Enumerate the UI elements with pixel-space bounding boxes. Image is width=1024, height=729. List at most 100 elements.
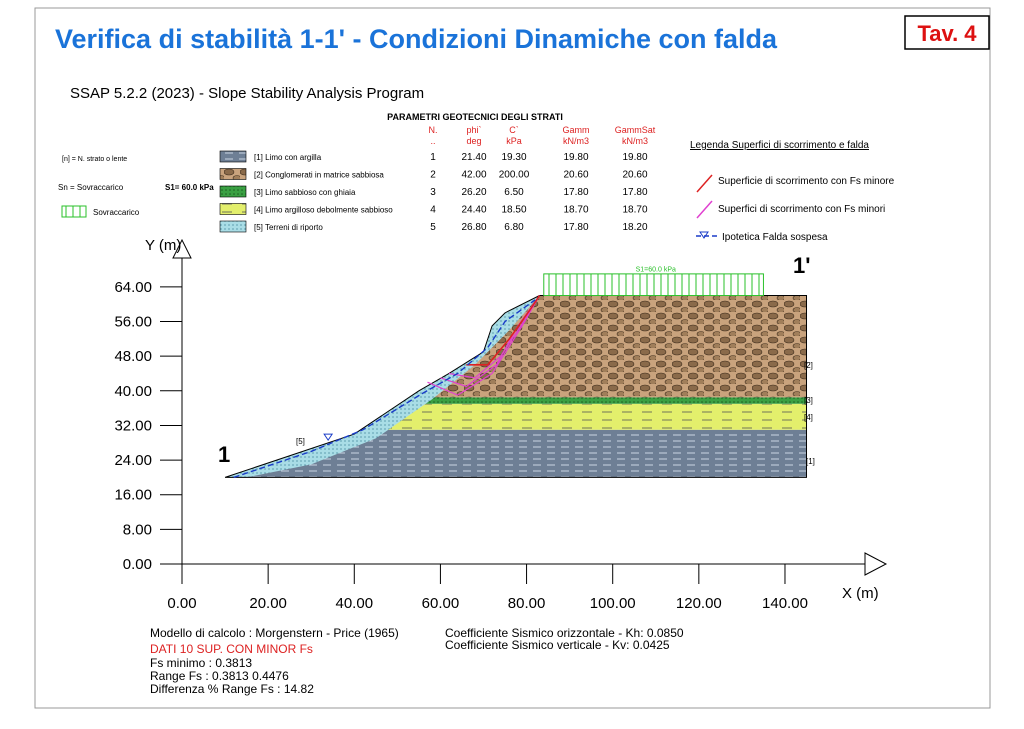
swatch <box>61 205 87 218</box>
table-title: PARAMETRI GEOTECNICI DEGLI STRATI <box>387 112 563 122</box>
x-tick-label: 80.00 <box>508 595 546 612</box>
axis-title: X (m) <box>842 585 879 602</box>
surcharge-label: S1=60.0 kPa <box>636 267 676 274</box>
table-header: N. <box>429 125 438 135</box>
note: [n] = N. strato o lente <box>62 156 127 163</box>
table-cell: 17.80 <box>563 187 588 198</box>
water-icon <box>323 433 334 442</box>
note: Sovraccarico <box>93 208 140 217</box>
layer-name: [4] Limo argilloso debolmente sabbioso <box>254 206 393 215</box>
footer: Range Fs : 0.3813 0.4476 <box>150 669 289 683</box>
table-cell: 18.70 <box>622 205 647 216</box>
y-tick-label: 24.00 <box>114 452 152 469</box>
y-tick-label: 56.00 <box>114 314 152 331</box>
layer-tag: [4] <box>804 413 813 422</box>
x-tick-label: 140.00 <box>762 595 808 612</box>
section-label: 1' <box>793 253 810 278</box>
slip-surface <box>466 295 541 366</box>
table-header: kN/m3 <box>563 136 589 146</box>
legend-item: Superfici di scorrimento con Fs minori <box>718 204 885 215</box>
table-cell: 42.00 <box>461 170 486 181</box>
table-header: C` <box>509 125 519 135</box>
legend-line <box>696 174 713 193</box>
axis-title: Y (m) <box>145 237 181 254</box>
table-cell: 17.80 <box>622 187 647 198</box>
swatch <box>219 150 247 163</box>
legend-title: Legenda Superfici di scorrimento e falda <box>690 140 869 151</box>
note: Sn = Sovraccarico <box>58 183 124 192</box>
x-tick-label: 40.00 <box>336 595 374 612</box>
table-cell: 19.80 <box>563 152 588 163</box>
y-tick-label: 32.00 <box>114 417 152 434</box>
layer-tag: [1] <box>806 457 815 466</box>
footer: Coefficiente Sismico verticale - Kv: 0.0… <box>445 638 670 652</box>
table-cell: 6.50 <box>504 187 524 198</box>
legend-icon <box>699 231 709 239</box>
layer <box>225 403 807 430</box>
footer: Differenza % Range Fs : 14.82 <box>150 682 314 696</box>
table-header: kN/m3 <box>622 136 648 146</box>
sheet: Tav. 4 <box>917 21 977 46</box>
legend-line <box>696 200 713 219</box>
table-cell: 20.60 <box>563 170 588 181</box>
x-tick-label: 0.00 <box>167 595 196 612</box>
sheet-box <box>904 15 990 50</box>
swatch <box>219 185 247 198</box>
x-arrow <box>864 552 888 576</box>
x-tick-label: 20.00 <box>249 595 287 612</box>
table-cell: 21.40 <box>461 152 486 163</box>
layer-tag: [5] <box>296 437 305 446</box>
legend-item: Ipotetica Falda sospesa <box>722 232 828 243</box>
table-cell: 17.80 <box>563 222 588 233</box>
y-tick-label: 48.00 <box>114 348 152 365</box>
layer-tag: [2] <box>804 361 813 370</box>
table-cell: 26.80 <box>461 222 486 233</box>
layer-name: [3] Limo sabbioso con ghiaia <box>254 188 356 197</box>
footer: Coefficiente Sismico orizzontale - Kh: 0… <box>445 626 684 640</box>
table-header: deg <box>466 136 481 146</box>
table-cell: 18.70 <box>563 205 588 216</box>
slip-surface <box>448 295 540 379</box>
note: S1= 60.0 kPa <box>165 183 214 192</box>
layer <box>225 397 807 404</box>
swatch <box>219 220 247 233</box>
table-header: .. <box>430 136 435 146</box>
y-arrow <box>172 238 192 259</box>
footer: Modello di calcolo : Morgenstern - Price… <box>150 626 399 640</box>
table-cell: 20.60 <box>622 170 647 181</box>
table-cell: 1 <box>430 152 436 163</box>
table-cell: 26.20 <box>461 187 486 198</box>
x-tick-label: 100.00 <box>590 595 636 612</box>
swatch <box>219 203 247 215</box>
y-tick-label: 0.00 <box>123 556 152 573</box>
title: Verifica di stabilità 1-1' - Condizioni … <box>55 24 778 54</box>
table-header: GammSat <box>615 125 656 135</box>
table-cell: 18.20 <box>622 222 647 233</box>
water-table <box>233 299 536 479</box>
table-cell: 2 <box>430 170 436 181</box>
layer-name: [1] Limo con argilla <box>254 153 322 162</box>
frame <box>34 7 991 709</box>
table-header: kPa <box>506 136 522 146</box>
program: SSAP 5.2.2 (2023) - Slope Stability Anal… <box>70 85 424 102</box>
table-cell: 6.80 <box>504 222 524 233</box>
footer: Fs minimo : 0.3813 <box>150 656 252 670</box>
y-tick-label: 16.00 <box>114 487 152 504</box>
y-tick-label: 8.00 <box>123 521 152 538</box>
layer-tag: [3] <box>804 396 813 405</box>
layer-name: [2] Conglomerati in matrice sabbiosa <box>254 171 384 180</box>
table-cell: 19.30 <box>501 152 526 163</box>
layer-name: [5] Terreni di riporto <box>254 223 323 232</box>
table-cell: 3 <box>430 187 436 198</box>
x-tick-label: 60.00 <box>422 595 460 612</box>
table-cell: 18.50 <box>501 205 526 216</box>
x-tick-label: 120.00 <box>676 595 722 612</box>
table-header: Gamm <box>563 125 590 135</box>
table-cell: 24.40 <box>461 205 486 216</box>
section-label: 1 <box>218 442 230 467</box>
y-tick-label: 64.00 <box>114 279 152 296</box>
layer <box>225 295 540 478</box>
table-header: phi` <box>466 125 481 135</box>
legend-item: Superficie di scorrimento con Fs minore <box>718 176 895 187</box>
